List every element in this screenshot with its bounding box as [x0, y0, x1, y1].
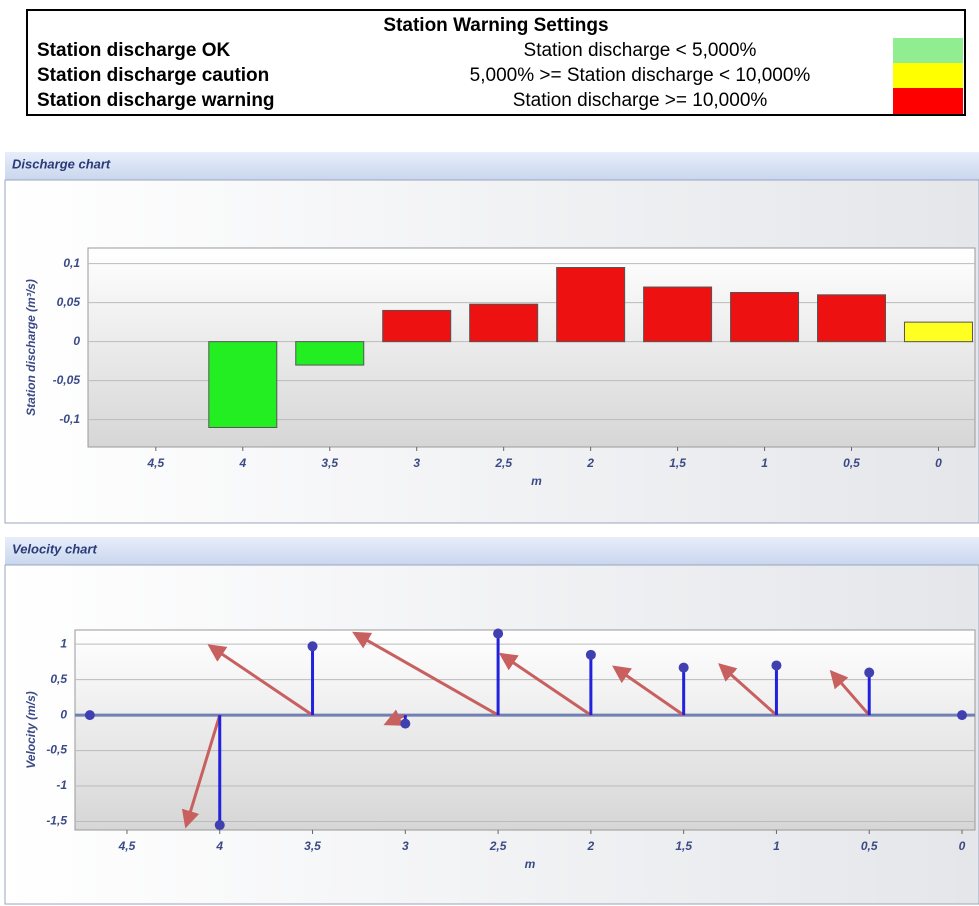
x-tick-label: 4: [215, 839, 223, 853]
stem-point: [957, 710, 968, 721]
y-tick-label: -1: [56, 778, 67, 792]
x-axis-label: m: [525, 857, 536, 871]
x-tick-label: 2: [587, 839, 595, 853]
x-tick-label: 0: [959, 839, 966, 853]
stem-point: [864, 667, 875, 678]
panel-title: Velocity chart: [12, 541, 97, 556]
velocity-arrow: [612, 665, 685, 717]
bar: [382, 309, 452, 343]
x-tick-label: 1: [773, 839, 780, 853]
velocity-arrow: [383, 709, 406, 726]
setting-condition: Station discharge < 5,000%: [524, 40, 757, 61]
stem-point: [585, 649, 596, 660]
x-tick-label: 2,5: [489, 839, 507, 853]
x-tick-label: 4,5: [118, 839, 136, 853]
x-tick-label: 0,5: [861, 839, 878, 853]
panel-header: [5, 152, 979, 180]
x-tick-label: 3: [402, 839, 409, 853]
y-tick-label: 0: [60, 707, 67, 721]
x-tick-label: 0,5: [843, 456, 860, 470]
x-tick-label: 3: [413, 456, 420, 470]
setting-condition: 5,000% >= Station discharge < 10,000%: [470, 65, 811, 86]
x-tick-label: 2: [586, 456, 594, 470]
x-tick-label: 0: [935, 456, 942, 470]
plot-area: [74, 629, 976, 831]
settings-title: Station Warning Settings: [383, 15, 608, 36]
x-tick-label: 2,5: [494, 456, 512, 470]
y-tick-label: 0: [73, 334, 80, 348]
setting-swatch: [893, 38, 963, 64]
setting-name: Station discharge caution: [37, 65, 269, 86]
y-tick-label: 0,1: [63, 256, 80, 270]
setting-name: Station discharge OK: [37, 40, 230, 61]
y-axis-label: Velocity (m/s): [24, 691, 38, 769]
stem-point: [771, 660, 782, 671]
stem-point: [493, 628, 504, 639]
y-axis-label: Station discharge (m³/s): [24, 279, 38, 416]
x-tick-label: 4,5: [146, 456, 164, 470]
x-tick-label: 3,5: [321, 456, 338, 470]
y-tick-label: -0,05: [53, 373, 81, 387]
panel-title: Discharge chart: [12, 156, 111, 171]
bar: [903, 321, 973, 343]
stem-point: [84, 710, 95, 721]
velocity-arrow: [181, 714, 222, 829]
bar: [817, 294, 887, 343]
setting-name: Station discharge warning: [37, 90, 275, 111]
stem-point: [400, 718, 411, 729]
x-axis-label: m: [531, 474, 542, 488]
bar: [643, 286, 713, 343]
velocity-arrow: [352, 631, 499, 717]
stem-point: [214, 820, 225, 831]
x-tick-label: 1,5: [669, 456, 686, 470]
y-tick-label: -0,1: [59, 412, 80, 426]
bar: [469, 303, 539, 343]
bar: [295, 341, 365, 366]
y-tick-label: 1: [60, 636, 67, 650]
bar: [730, 291, 800, 343]
setting-condition: Station discharge >= 10,000%: [513, 90, 768, 111]
setting-swatch: [893, 88, 963, 114]
setting-swatch: [893, 63, 963, 89]
stem-point: [307, 641, 318, 652]
velocity-arrow: [718, 663, 778, 717]
x-tick-label: 1: [761, 456, 768, 470]
x-tick-label: 1,5: [675, 839, 692, 853]
settings-box: [26, 9, 966, 116]
velocity-arrow: [829, 669, 871, 717]
bar: [208, 341, 278, 428]
y-tick-label: 0,5: [50, 672, 67, 686]
y-tick-label: 0,05: [57, 295, 81, 309]
panel-header: [5, 537, 979, 565]
x-tick-label: 4: [238, 456, 246, 470]
stem-point: [678, 662, 689, 673]
velocity-arrow: [498, 652, 592, 717]
y-tick-label: -1,5: [46, 814, 67, 828]
y-tick-label: -0,5: [46, 743, 67, 757]
x-tick-label: 3,5: [304, 839, 321, 853]
velocity-arrow: [207, 644, 314, 717]
bar: [556, 267, 626, 343]
